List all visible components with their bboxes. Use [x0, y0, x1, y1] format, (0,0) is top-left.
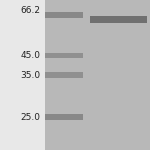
Bar	[45, 12, 82, 18]
Bar	[45, 53, 82, 58]
Text: 25.0: 25.0	[21, 112, 40, 122]
Bar	[45, 0, 150, 150]
Text: 35.0: 35.0	[20, 70, 40, 80]
Bar	[45, 72, 82, 78]
Bar	[90, 16, 147, 23]
Text: 45.0: 45.0	[21, 51, 40, 60]
Bar	[45, 114, 82, 120]
Text: 66.2: 66.2	[21, 6, 40, 15]
